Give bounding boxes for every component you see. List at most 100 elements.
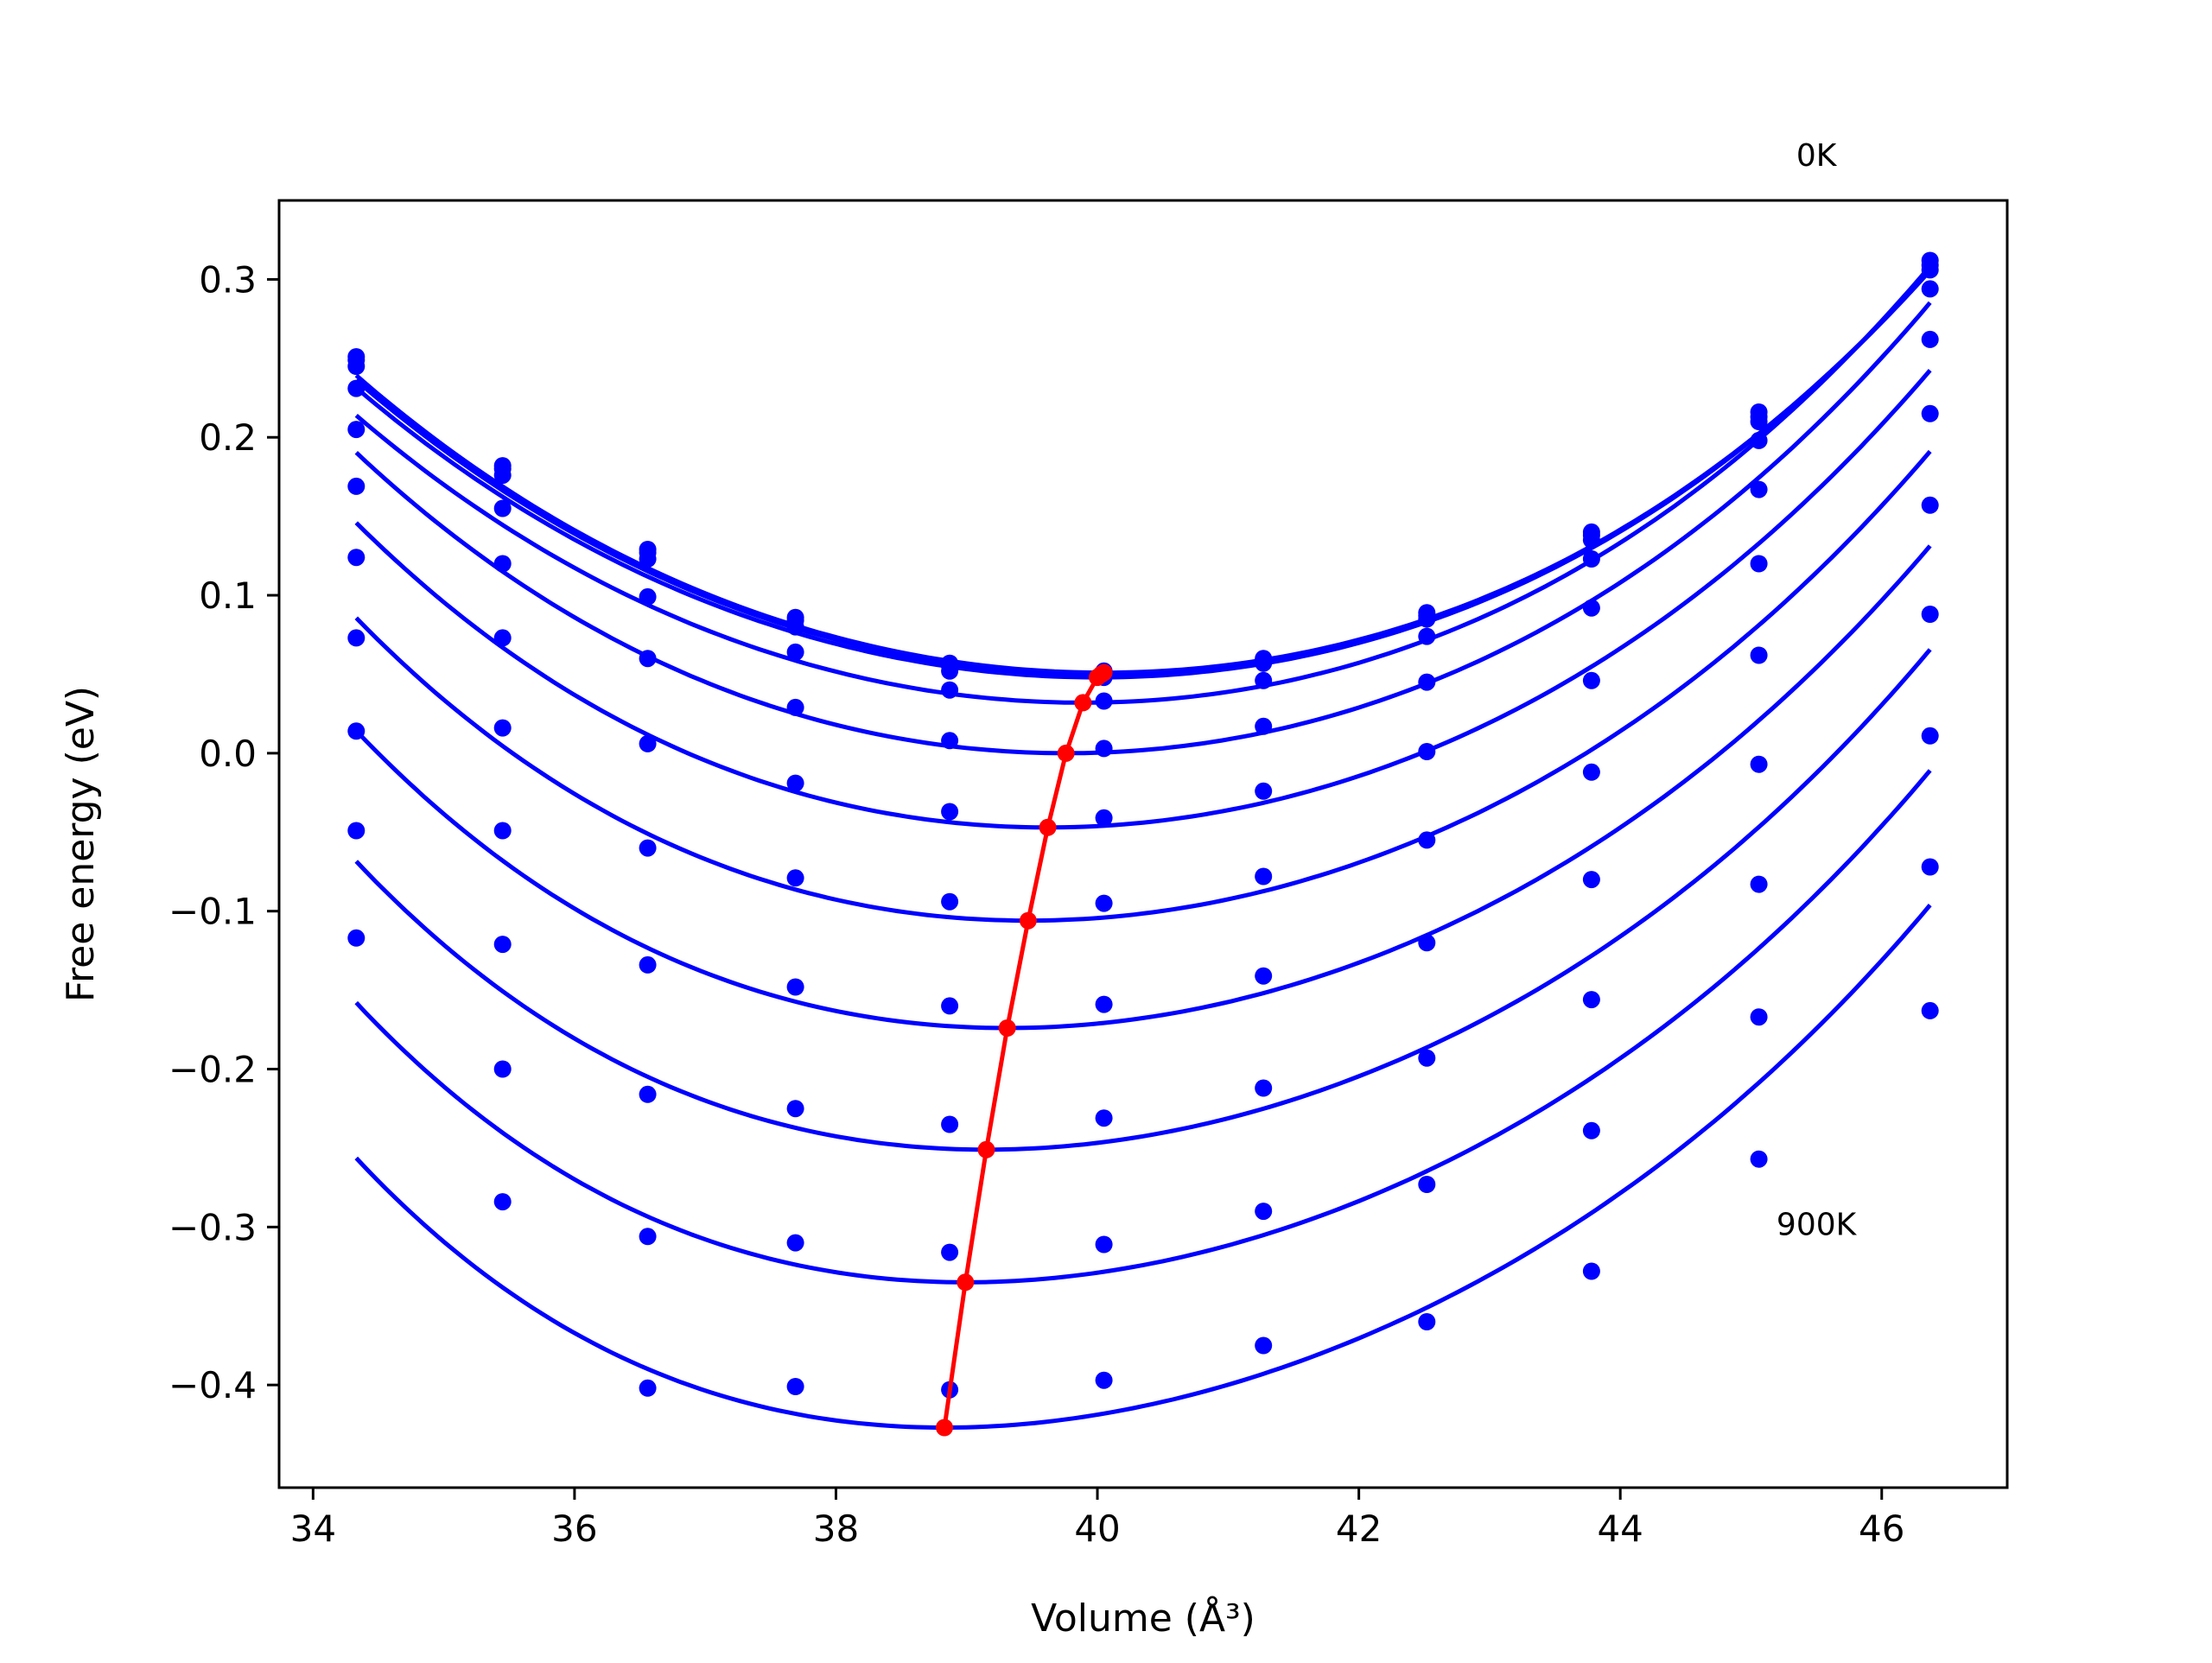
data-point — [941, 681, 959, 699]
data-point — [786, 869, 804, 887]
data-point — [1095, 1371, 1113, 1389]
data-point — [493, 719, 512, 737]
data-point — [1418, 743, 1436, 760]
temperature-annotation-1: 0K — [1796, 138, 1838, 174]
minimum-point — [998, 1019, 1016, 1037]
fit-curve-11 — [354, 903, 1932, 1430]
data-point — [1582, 531, 1600, 549]
data-point — [639, 839, 657, 857]
annotations: 0K 900K — [1777, 138, 1858, 1243]
fit-curve-5 — [354, 301, 1932, 756]
data-point — [1921, 1001, 1939, 1019]
data-point — [1255, 967, 1273, 985]
data-point — [1582, 1121, 1600, 1139]
x-axis-label: Volume (Å³) — [1031, 1595, 1255, 1641]
data-point — [1255, 717, 1273, 735]
data-point — [1095, 894, 1113, 912]
data-point — [941, 1115, 959, 1133]
data-point — [493, 936, 512, 954]
data-point — [1750, 755, 1768, 773]
data-point — [493, 1060, 512, 1078]
x-tick-label: 36 — [551, 1507, 597, 1550]
data-point — [347, 722, 365, 740]
data-point — [347, 929, 365, 947]
x-tick-label: 42 — [1336, 1507, 1382, 1550]
data-point — [1095, 739, 1113, 758]
plot-frame — [277, 199, 2009, 1489]
data-point — [1255, 1079, 1273, 1097]
data-point — [786, 1100, 804, 1118]
y-tick-label: 0.1 — [199, 574, 257, 617]
data-point — [1418, 934, 1436, 952]
x-tick-label: 38 — [813, 1507, 859, 1550]
data-point — [941, 997, 959, 1015]
data-point — [347, 421, 365, 439]
data-point — [639, 1228, 657, 1246]
data-point — [941, 803, 959, 821]
data-point — [1750, 480, 1768, 498]
fit-curve-6 — [354, 368, 1932, 830]
data-point — [1418, 831, 1436, 849]
x-axis-ticks: 34 36 38 40 42 44 46 — [290, 1488, 1904, 1550]
data-point — [1418, 1176, 1436, 1193]
data-point — [1582, 550, 1600, 568]
y-axis-label: Free energy (eV) — [59, 686, 103, 1002]
x-tick-label: 40 — [1074, 1507, 1120, 1550]
y-tick-label: −0.3 — [168, 1206, 257, 1248]
data-point — [786, 1378, 804, 1395]
data-point — [1921, 606, 1939, 623]
data-point — [941, 662, 959, 680]
data-point — [786, 643, 804, 661]
data-point — [1921, 404, 1939, 422]
data-point — [347, 822, 365, 840]
fit-curve-7 — [354, 449, 1932, 924]
minimum-point — [1019, 911, 1037, 930]
minimum-point — [1057, 744, 1075, 762]
minimum-point — [977, 1140, 995, 1158]
data-point — [1921, 261, 1939, 279]
data-point — [786, 618, 804, 636]
data-point — [1750, 413, 1768, 430]
fit-curve-10 — [354, 769, 1932, 1285]
data-point — [1255, 867, 1273, 885]
data-point — [1255, 1203, 1273, 1221]
minimum-point — [1074, 694, 1092, 712]
x-tick-label: 34 — [290, 1507, 336, 1550]
fit-curve-9 — [354, 648, 1932, 1152]
data-point — [1255, 654, 1273, 672]
fit-curve-3 — [354, 269, 1932, 680]
data-point — [347, 358, 365, 375]
data-point — [1582, 871, 1600, 889]
data-point — [941, 892, 959, 911]
data-point — [639, 955, 657, 974]
y-tick-label: −0.4 — [168, 1364, 257, 1406]
data-point — [493, 629, 512, 647]
x-tick-label: 46 — [1859, 1507, 1904, 1550]
data-point — [1582, 1262, 1600, 1280]
data-point — [639, 734, 657, 752]
y-tick-label: 0.2 — [199, 416, 257, 459]
fit-curves — [354, 264, 1932, 1430]
data-point — [347, 379, 365, 397]
minimum-point — [957, 1273, 975, 1292]
data-point — [1095, 995, 1113, 1013]
data-point — [1921, 330, 1939, 348]
data-point — [1750, 1150, 1768, 1168]
data-point — [347, 629, 365, 647]
data-point — [1418, 1049, 1436, 1067]
y-tick-label: −0.1 — [168, 891, 257, 933]
data-point — [1750, 646, 1768, 664]
data-point — [1418, 627, 1436, 645]
data-point — [1418, 610, 1436, 628]
fit-curve-8 — [354, 544, 1932, 1031]
data-point — [1255, 782, 1273, 800]
minimum-point — [1089, 669, 1106, 687]
data-point — [639, 587, 657, 606]
data-point — [639, 1085, 657, 1103]
minimum-point — [1039, 818, 1057, 836]
y-tick-label: 0.0 — [199, 733, 257, 775]
y-axis-ticks: −0.4 −0.3 −0.2 −0.1 0.0 0.1 0.2 0.3 — [168, 258, 279, 1406]
data-point — [639, 1379, 657, 1397]
